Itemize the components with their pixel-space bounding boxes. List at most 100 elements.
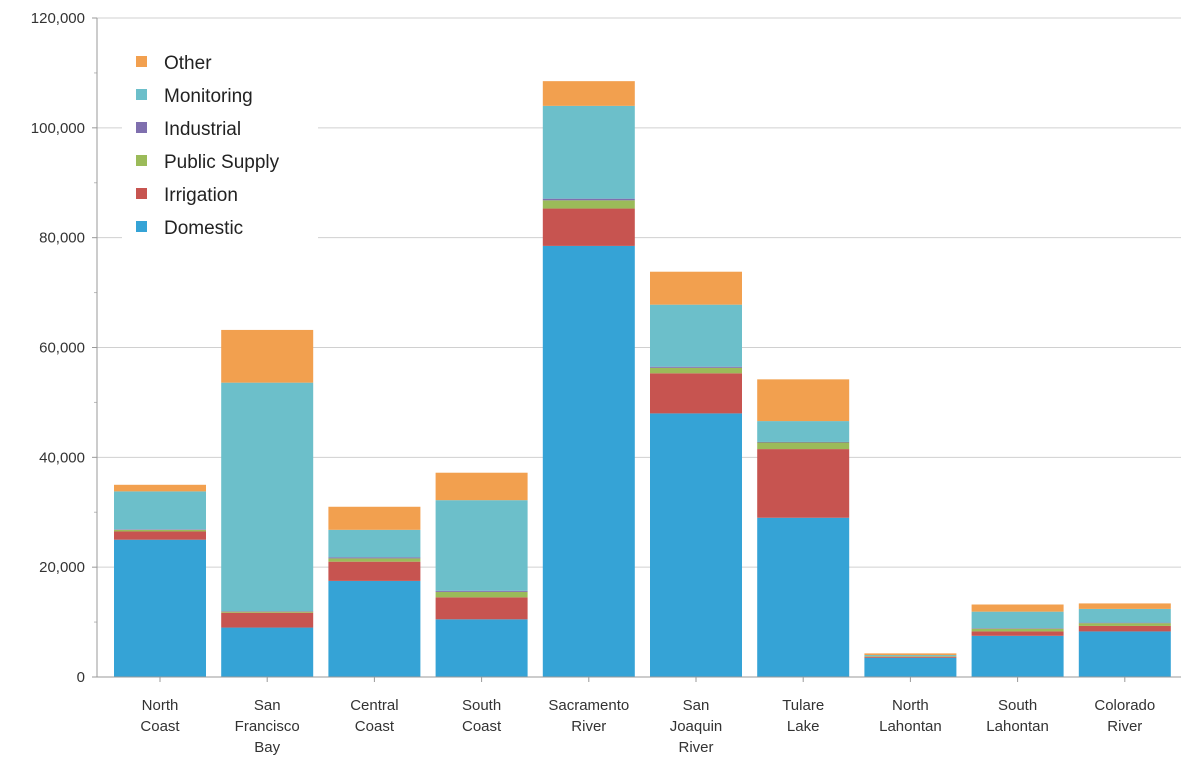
legend-label: Other: [164, 53, 212, 74]
x-tick-label: Coast: [140, 718, 180, 735]
legend-swatch: [136, 56, 147, 67]
x-tick-label: Francisco: [235, 718, 300, 735]
bar-segment-industrial: [328, 557, 421, 559]
bar-segment-irrigation: [542, 208, 635, 246]
y-tick-label: 40,000: [39, 449, 85, 466]
bar-segment-domestic: [542, 245, 635, 677]
bar-segment-public-supply: [864, 656, 957, 657]
bar-segment-public-supply: [542, 200, 635, 209]
bar-segment-irrigation: [971, 631, 1064, 636]
bar-segment-irrigation: [864, 656, 957, 658]
y-tick-label: 60,000: [39, 340, 85, 357]
bar-segment-monitoring: [757, 421, 850, 442]
y-tick-label: 20,000: [39, 559, 85, 576]
bars: [114, 81, 1171, 677]
bar-segment-domestic: [435, 619, 528, 677]
legend-swatch: [136, 221, 147, 232]
legend-swatch: [136, 122, 147, 133]
x-axis: North Coast San Francisco Bay Central Coast Sou…: [97, 676, 1181, 756]
x-tick-label: North: [142, 697, 179, 714]
bar-segment-other: [114, 484, 206, 492]
y-axis: 0 20,000 40,000 60,000 80,000 100,000 120,000: [31, 10, 98, 686]
bar-segment-industrial: [221, 611, 314, 612]
bar-segment-industrial: [114, 529, 206, 530]
bar-segment-monitoring: [864, 655, 957, 657]
bar-segment-domestic: [114, 539, 206, 677]
x-tick-label: River: [678, 739, 713, 756]
y-tick-label: 80,000: [39, 230, 85, 247]
bar-segment-other: [328, 506, 421, 530]
bar-segment-industrial: [650, 366, 742, 368]
bar-segment-domestic: [864, 657, 957, 677]
y-tick-label: 120,000: [31, 10, 85, 27]
bar-segment-industrial: [971, 628, 1064, 629]
bar-segment-public-supply: [650, 367, 742, 374]
legend-label: Industrial: [164, 119, 241, 140]
bar-segment-industrial: [542, 198, 635, 201]
bar-segment-public-supply: [971, 628, 1064, 632]
bar-segment-public-supply: [435, 591, 528, 598]
bar-segment-irrigation: [328, 561, 421, 581]
x-tick-label: Coast: [462, 718, 502, 735]
bar-segment-other: [864, 653, 957, 656]
x-tick-label: North: [892, 697, 929, 714]
x-tick-label: Lahontan: [879, 718, 942, 735]
bar-segment-irrigation: [435, 597, 528, 620]
x-tick-label: River: [571, 718, 606, 735]
bar-segment-domestic: [971, 635, 1064, 677]
x-tick-label: South: [462, 697, 501, 714]
bar-segment-domestic: [221, 627, 314, 677]
legend-swatch: [136, 89, 147, 100]
bar-segment-monitoring: [328, 529, 421, 558]
bar-segment-other: [757, 379, 850, 422]
x-tick-label: Central: [350, 697, 398, 714]
bar-segment-industrial: [757, 441, 850, 443]
bar-segment-public-supply: [114, 529, 206, 532]
bar-segment-other: [435, 472, 528, 501]
bar-segment-monitoring: [435, 500, 528, 591]
legend-label: Domestic: [164, 218, 243, 239]
bar-segment-monitoring: [542, 105, 635, 199]
legend-label: Monitoring: [164, 86, 253, 107]
bar-segment-industrial: [435, 590, 528, 592]
x-tick-label: San: [683, 697, 710, 714]
bar-segment-domestic: [1078, 631, 1171, 677]
bar-segment-other: [221, 329, 314, 383]
bar-segment-monitoring: [114, 491, 206, 530]
y-tick-label: 0: [77, 669, 85, 686]
legend-swatch: [136, 155, 147, 166]
x-tick-label: Coast: [355, 718, 395, 735]
bar-segment-monitoring: [221, 382, 314, 612]
legend-label: Irrigation: [164, 185, 238, 206]
bar-segment-domestic: [757, 517, 850, 677]
bar-segment-public-supply: [221, 611, 314, 613]
legend-label: Public Supply: [164, 152, 280, 173]
bar-segment-other: [542, 81, 635, 106]
x-tick-label: San: [254, 697, 281, 714]
bar-segment-domestic: [650, 413, 742, 677]
bar-segment-monitoring: [650, 304, 742, 367]
legend-swatch: [136, 188, 147, 199]
bar-segment-public-supply: [328, 558, 421, 562]
bar-segment-irrigation: [114, 531, 206, 540]
bar-segment-monitoring: [971, 611, 1064, 629]
x-tick-label: Tulare: [782, 697, 824, 714]
bar-segment-public-supply: [1078, 623, 1171, 626]
bar-segment-other: [650, 271, 742, 305]
x-tick-label: Sacramento: [548, 697, 629, 714]
y-tick-label: 100,000: [31, 120, 85, 137]
bar-segment-industrial: [1078, 622, 1171, 624]
x-tick-label: South: [998, 697, 1037, 714]
legend: Other Monitoring Industrial Public Supply Ir…: [122, 38, 318, 250]
bar-segment-irrigation: [650, 373, 742, 414]
bar-segment-monitoring: [1078, 608, 1171, 623]
bar-segment-irrigation: [757, 449, 850, 518]
bar-segment-domestic: [328, 580, 421, 677]
x-tick-label: Lake: [787, 718, 820, 735]
bar-segment-other: [971, 604, 1064, 612]
x-tick-label: Colorado: [1094, 697, 1155, 714]
x-tick-label: Joaquin: [670, 718, 723, 735]
bar-segment-irrigation: [221, 612, 314, 628]
bar-segment-irrigation: [1078, 625, 1171, 632]
